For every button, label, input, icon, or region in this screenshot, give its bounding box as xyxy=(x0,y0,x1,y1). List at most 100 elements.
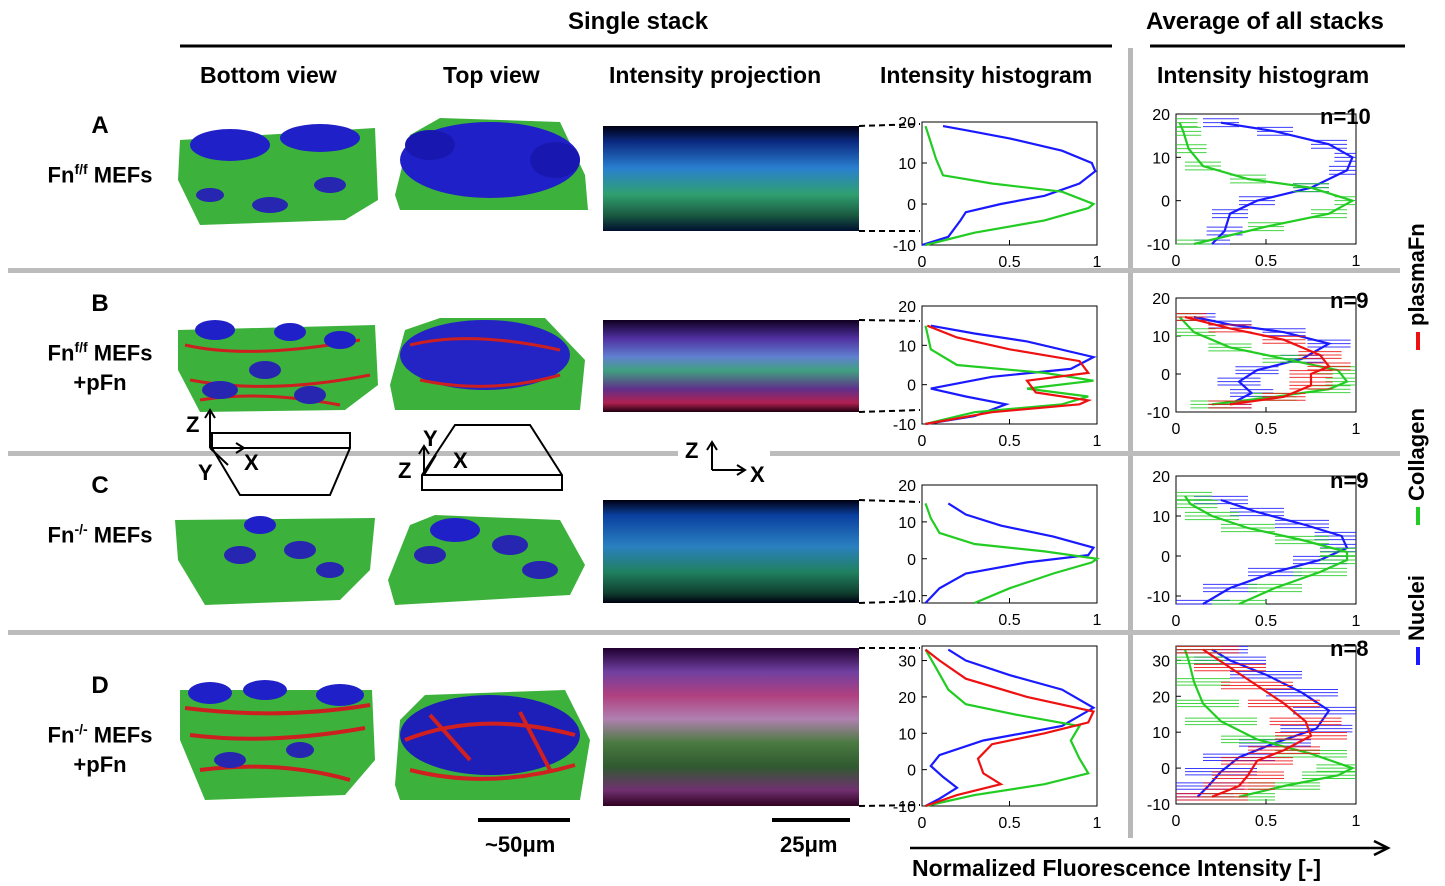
legend-swatch-icon xyxy=(1416,507,1421,525)
legend-nuclei: Nuclei xyxy=(1404,575,1430,665)
y-tick-label: 10 xyxy=(1152,150,1170,167)
y-tick-label: 10 xyxy=(1152,329,1170,346)
y-tick-label: -10 xyxy=(893,417,916,434)
series-line-collagen xyxy=(924,325,1094,426)
normalized-axis-arrowhead xyxy=(1373,839,1391,857)
y-tick-label: -10 xyxy=(1147,405,1170,422)
axis-z-label: Z xyxy=(186,412,200,437)
row-separator xyxy=(8,268,1400,273)
legend: Nuclei Collagen plasmaFn xyxy=(1400,150,1440,670)
x-tick-label: 0 xyxy=(1172,253,1181,270)
axis-z-label: Z xyxy=(398,458,412,483)
y-tick-label: 20 xyxy=(898,115,916,132)
projection-a xyxy=(603,126,859,231)
series-line-nuclei xyxy=(924,502,1096,604)
x-tick-label: 0.5 xyxy=(998,433,1020,450)
row-separator xyxy=(8,630,1400,635)
col-intensity-projection: Intensity projection xyxy=(609,62,822,88)
row-letter: A xyxy=(91,112,109,139)
bottom-view-c xyxy=(175,516,375,605)
series-line-nuclei xyxy=(1211,121,1354,245)
x-tick-label: 0.5 xyxy=(1255,421,1277,438)
axes-diagram-top xyxy=(418,424,563,491)
top-view-c xyxy=(388,515,585,605)
y-tick-label: 10 xyxy=(1152,725,1170,742)
y-tick-label: 0 xyxy=(907,763,916,780)
y-tick-label: 10 xyxy=(898,726,916,743)
series-line-nuclei xyxy=(921,125,1097,247)
axis-x-label: X xyxy=(244,450,259,475)
top-view-b xyxy=(390,318,585,410)
series-line-nuclei xyxy=(924,648,1096,807)
x-tick-label: 0 xyxy=(1172,421,1181,438)
projection-c xyxy=(603,500,859,603)
row-cell-line: Fn-/- MEFs xyxy=(47,721,153,748)
x-tick-label: 0 xyxy=(918,612,927,629)
y-tick-label: 10 xyxy=(898,515,916,532)
series-line-collagen xyxy=(924,649,1091,808)
y-tick-label: 0 xyxy=(907,197,916,214)
y-tick-label: 20 xyxy=(1152,689,1170,706)
y-tick-label: -10 xyxy=(1147,237,1170,254)
row-label-b: B Fnf/f MEFs +pFn xyxy=(30,290,170,398)
axis-x-label: X xyxy=(453,448,468,473)
series-line-collagen xyxy=(1183,649,1356,798)
x-tick-label: 0.5 xyxy=(998,254,1020,271)
y-tick-label: 0 xyxy=(1161,549,1170,566)
row-cell-line: Fn-/- MEFs xyxy=(47,521,153,548)
x-tick-label: 1 xyxy=(1093,433,1102,450)
x-tick-label: 0 xyxy=(1172,813,1181,830)
col-intensity-histogram: Intensity histogram xyxy=(880,62,1093,88)
projection-connectors xyxy=(858,123,921,807)
legend-swatch-icon xyxy=(1416,332,1421,350)
series-line-collagen xyxy=(924,503,1100,605)
vertical-separator xyxy=(1128,48,1133,838)
y-tick-label: 20 xyxy=(898,478,916,495)
scale-label-projection: 25μm xyxy=(780,832,838,857)
row-cell-line: Fnf/f MEFs xyxy=(47,161,153,188)
y-tick-label: 0 xyxy=(907,378,916,395)
n-label-a: n=10 xyxy=(1320,104,1371,129)
n-label-d: n=8 xyxy=(1330,636,1369,661)
x-tick-label: 1 xyxy=(1352,613,1361,630)
x-tick-label: 0 xyxy=(918,815,927,832)
series-line-nuclei xyxy=(1196,648,1331,798)
bottom-view-d xyxy=(180,680,375,800)
series-line-collagen xyxy=(924,125,1096,247)
axis-z-label: Z xyxy=(685,438,699,463)
header-average: Average of all stacks xyxy=(1146,8,1384,35)
series-line-plasmafn xyxy=(1202,648,1313,798)
series-line-collagen xyxy=(1178,122,1356,246)
row-letter: D xyxy=(91,672,109,699)
x-tick-label: 1 xyxy=(1093,612,1102,629)
row-label-c: C Fn-/- MEFs xyxy=(30,472,170,550)
y-tick-label: 20 xyxy=(1152,469,1170,486)
row-letter: C xyxy=(91,472,109,499)
legend-swatch-icon xyxy=(1416,647,1421,665)
x-tick-label: 1 xyxy=(1093,254,1102,271)
series-line-collagen xyxy=(1184,495,1349,606)
axes-diagram-bottom xyxy=(204,408,351,496)
row-separator xyxy=(8,451,678,456)
axis-y-label: Y xyxy=(198,460,213,485)
y-tick-label: 10 xyxy=(1152,509,1170,526)
y-tick-label: 30 xyxy=(898,654,916,671)
row-separator xyxy=(770,451,1400,456)
x-tick-label: 1 xyxy=(1352,813,1361,830)
col-top-view: Top view xyxy=(443,62,540,88)
axes-diagram-projection xyxy=(706,440,747,476)
plot-frame xyxy=(921,484,1098,604)
y-tick-label: 20 xyxy=(1152,107,1170,124)
projection-b xyxy=(603,320,859,412)
x-tick-label: 0 xyxy=(918,254,927,271)
normalized-axis-label: Normalized Fluorescence Intensity [-] xyxy=(912,855,1321,881)
y-tick-label: 30 xyxy=(1152,653,1170,670)
row-label-d: D Fn-/- MEFs +pFn xyxy=(30,672,170,780)
row-treatment: +pFn xyxy=(73,370,127,396)
plot-frame xyxy=(921,305,1098,425)
y-tick-label: 0 xyxy=(907,552,916,569)
x-tick-label: 0 xyxy=(918,433,927,450)
axis-y-label: Y xyxy=(423,426,438,451)
